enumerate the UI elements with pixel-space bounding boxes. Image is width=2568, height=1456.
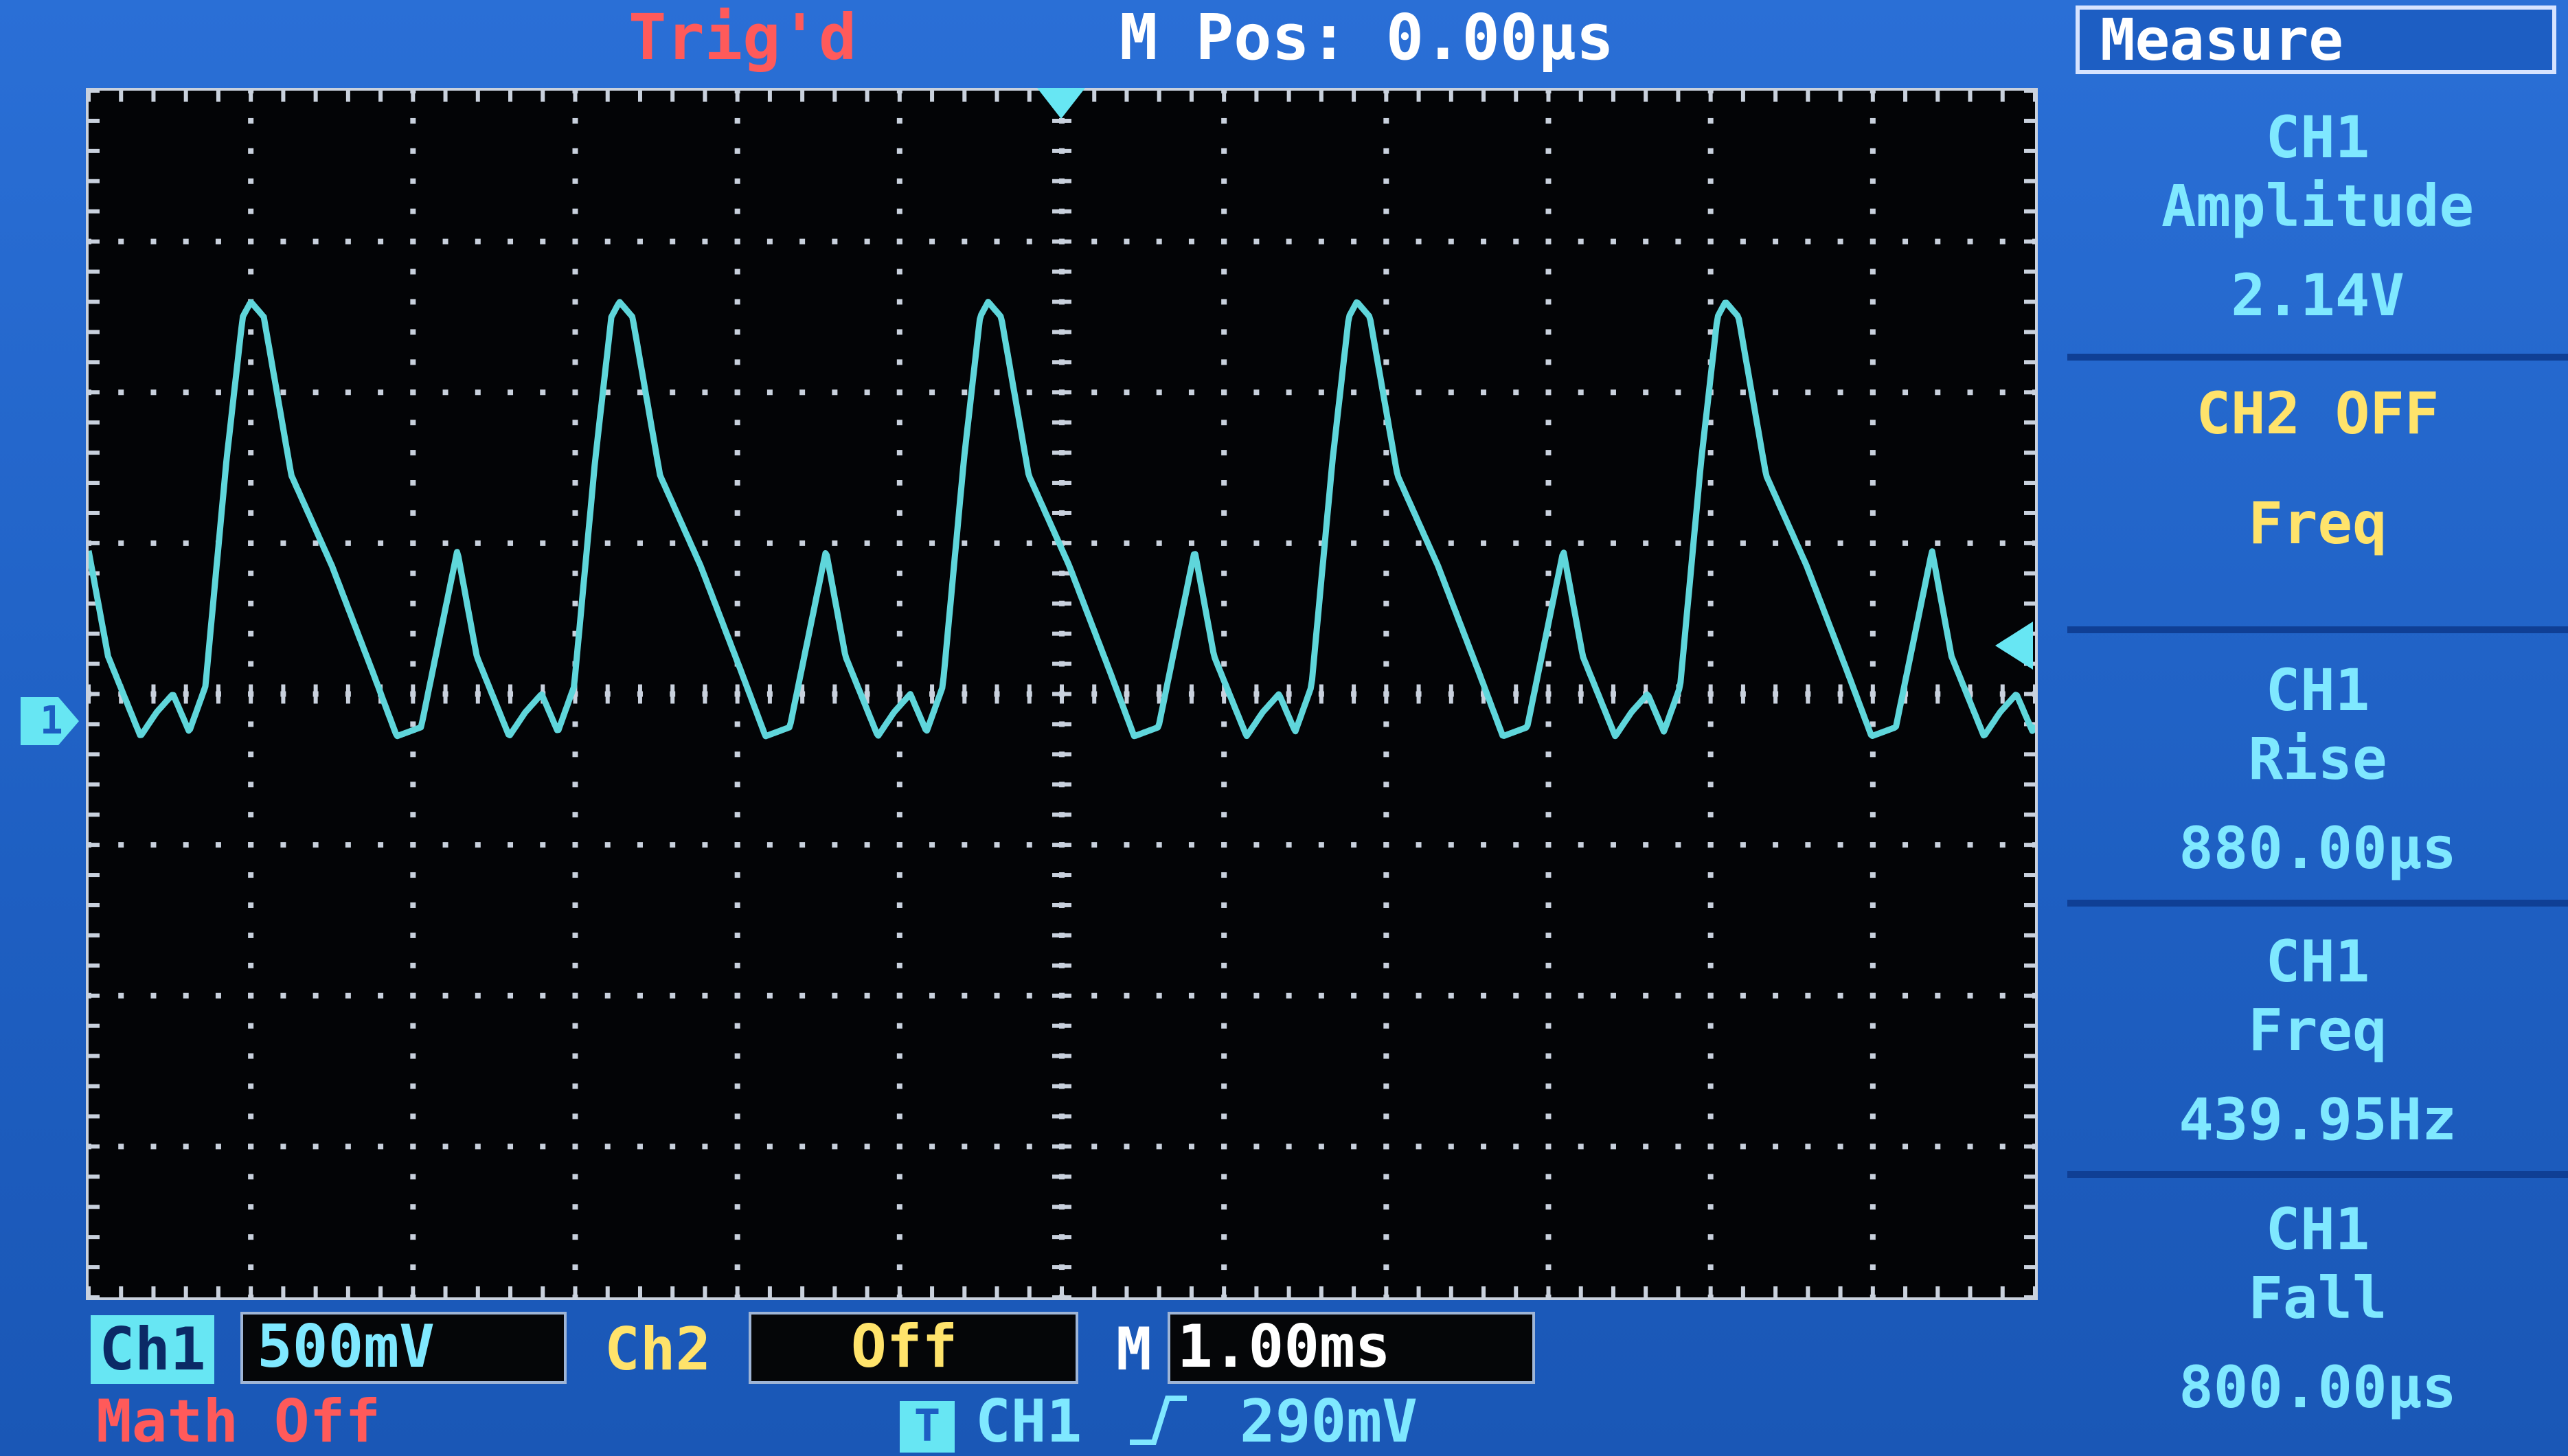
slot-divider — [2067, 900, 2568, 907]
math-status: Math Off — [96, 1387, 380, 1456]
slot-measurement: Amplitude — [2067, 172, 2568, 240]
slot-divider — [2067, 626, 2568, 633]
trigger-position-marker — [1037, 88, 1085, 122]
svg-text:1: 1 — [40, 698, 63, 743]
timebase-value: 1.00ms — [1168, 1312, 1535, 1384]
trigger-level: 290mV — [1240, 1387, 1418, 1456]
slot-value: 2.14V — [2067, 261, 2568, 330]
ch1-volts-per-div: 500mV — [240, 1312, 567, 1384]
slot-divider — [2067, 1171, 2568, 1178]
trigger-icon: T — [900, 1401, 955, 1453]
slot-channel: CH1 — [2067, 927, 2568, 996]
slot-divider — [2067, 354, 2568, 361]
status-bar: Ch1 500mV Ch2 Off M 1.00ms Math Off T CH… — [0, 1305, 2047, 1456]
slot-measurement: Freq — [2067, 996, 2568, 1065]
measure-title-button[interactable]: Measure — [2076, 5, 2556, 74]
slot-measurement: Fall — [2067, 1264, 2568, 1332]
measure-slot-4[interactable]: CH1 Freq 439.95Hz — [2067, 927, 2568, 1154]
graticule-grid — [89, 91, 2035, 1297]
measure-panel: Measure CH1 Amplitude 2.14V CH2 OFF Freq… — [2067, 0, 2568, 1456]
rising-edge-icon — [1126, 1393, 1188, 1448]
slot-value: 800.00µs — [2067, 1353, 2568, 1422]
slot-channel: CH1 — [2067, 1195, 2568, 1264]
trigger-source: CH1 — [975, 1387, 1082, 1456]
measure-slot-5[interactable]: CH1 Fall 800.00µs — [2067, 1195, 2568, 1422]
slot-channel: CH1 — [2067, 656, 2568, 725]
slot-value: 880.00µs — [2067, 814, 2568, 883]
ch2-volts-per-div: Off — [749, 1312, 1078, 1384]
slot-channel: CH2 OFF — [2067, 379, 2568, 448]
waveform-display — [86, 88, 2038, 1300]
measure-slot-1[interactable]: CH1 Amplitude 2.14V — [2067, 103, 2568, 330]
slot-measurement: Rise — [2067, 725, 2568, 793]
ch1-label[interactable]: Ch1 — [91, 1315, 214, 1384]
slot-measurement: Freq — [2067, 489, 2568, 558]
ch2-label[interactable]: Ch2 — [604, 1315, 711, 1384]
ch1-ground-marker: 1 — [21, 694, 82, 749]
trigger-level-marker — [1992, 622, 2033, 670]
slot-channel: CH1 — [2067, 103, 2568, 172]
trigger-status: Trig'd — [628, 0, 856, 82]
slot-value: 439.95Hz — [2067, 1085, 2568, 1154]
horizontal-position: M Pos: 0.00µs — [1120, 0, 1614, 82]
ch1-waveform-trace — [89, 302, 2035, 736]
measure-slot-2[interactable]: CH2 OFF Freq — [2067, 379, 2568, 558]
measure-slot-3[interactable]: CH1 Rise 880.00µs — [2067, 656, 2568, 883]
timebase-label: M — [1116, 1315, 1152, 1384]
